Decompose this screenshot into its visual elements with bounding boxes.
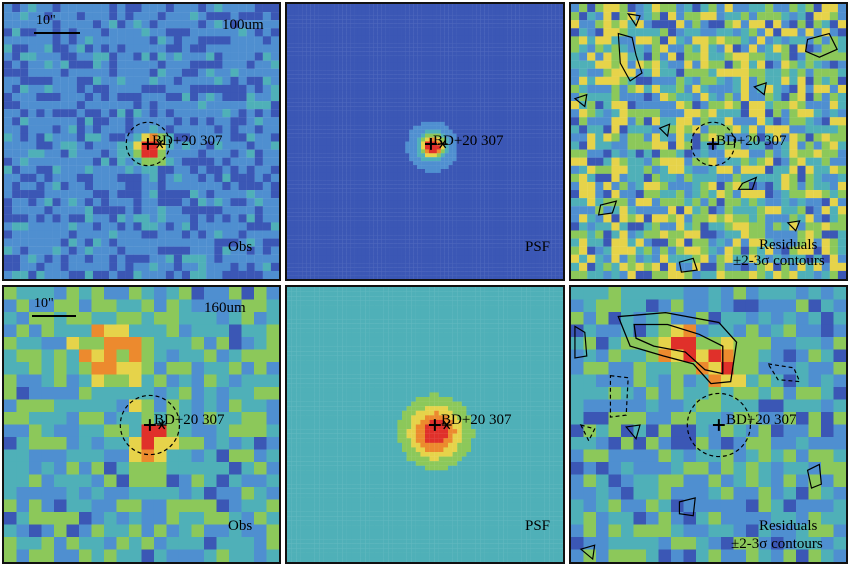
panel-label: PSF — [525, 518, 551, 534]
residual-100um-panel: BD+20 307 Residuals ±2-3σ contours — [569, 2, 848, 281]
source-name-label: BD+20 307 — [441, 412, 512, 428]
scale-bar — [34, 32, 80, 34]
panel-label: PSF — [525, 239, 551, 255]
scale-bar — [32, 315, 76, 317]
residual-label: Residuals — [759, 237, 818, 253]
source-name-label: BD+20 307 — [154, 412, 225, 428]
contour-label: ±2-3σ contours — [731, 536, 823, 552]
psf-100um-panel: BD+20 307 PSF — [285, 2, 565, 281]
psf-160um-image — [287, 287, 563, 562]
psf-100um-image — [287, 4, 563, 279]
source-name-label: BD+20 307 — [716, 133, 787, 149]
obs-160um-image — [4, 287, 279, 562]
panel-label: Obs — [228, 518, 253, 534]
band-label: 100um — [222, 17, 264, 33]
source-name-label: BD+20 307 — [152, 133, 223, 149]
residual-160um-panel: BD+20 307 Residuals ±2-3σ contours — [569, 285, 848, 564]
band-label: 160um — [204, 300, 246, 316]
contour-label: ±2-3σ contours — [733, 253, 825, 269]
obs-160um-panel: 10" 160um BD+20 307 Obs — [2, 285, 281, 564]
source-name-label: BD+20 307 — [726, 412, 797, 428]
residual-100um-image — [571, 4, 846, 279]
obs-100um-image — [4, 4, 279, 279]
obs-100um-panel: 10" 100um BD+20 307 Obs — [2, 2, 281, 281]
psf-160um-panel: BD+20 307 PSF — [285, 285, 565, 564]
scale-bar-label: 10" — [34, 296, 54, 311]
residual-label: Residuals — [759, 518, 818, 534]
panel-label: Obs — [228, 239, 253, 255]
scale-bar-label: 10" — [36, 13, 56, 28]
source-name-label: BD+20 307 — [433, 133, 504, 149]
